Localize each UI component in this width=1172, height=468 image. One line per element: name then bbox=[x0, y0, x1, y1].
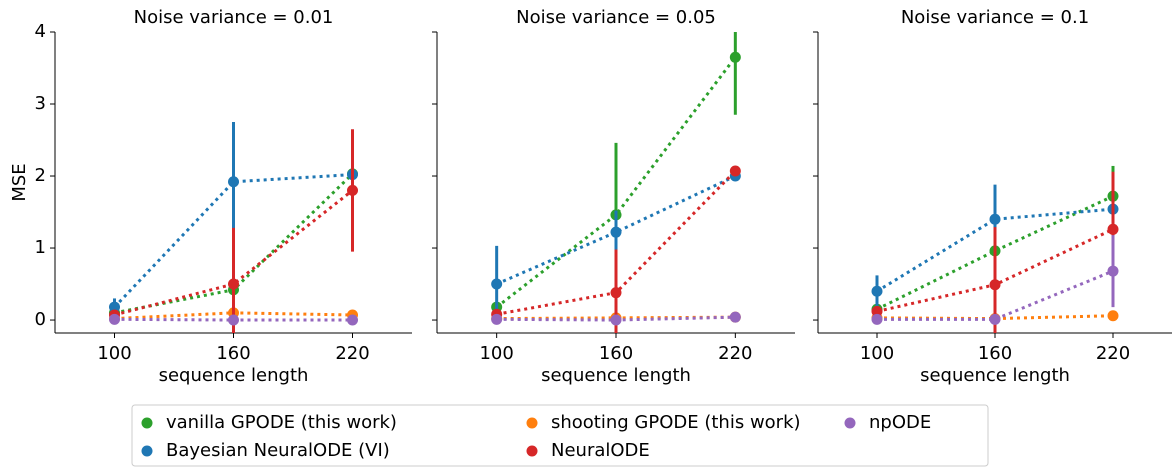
point bbox=[1107, 310, 1119, 322]
point bbox=[729, 165, 741, 177]
plot-area bbox=[109, 122, 358, 333]
y-tick-label: 1 bbox=[35, 237, 46, 258]
series-line bbox=[113, 173, 353, 309]
panel-title: Noise variance = 0.1 bbox=[901, 7, 1089, 28]
plot-area bbox=[871, 165, 1119, 333]
x-tick-label: 100 bbox=[860, 343, 894, 364]
x-tick-label: 100 bbox=[97, 343, 131, 364]
x-axis-label: sequence length bbox=[541, 365, 691, 386]
x-tick-label: 220 bbox=[335, 343, 369, 364]
point bbox=[871, 285, 883, 297]
point bbox=[989, 279, 1001, 291]
point bbox=[610, 226, 622, 238]
point bbox=[610, 287, 622, 299]
point bbox=[871, 305, 883, 317]
point bbox=[1107, 223, 1119, 235]
point bbox=[109, 313, 120, 325]
legend-label: vanilla GPODE (this work) bbox=[166, 412, 397, 433]
series-line bbox=[876, 207, 1114, 293]
legend-marker bbox=[526, 417, 538, 429]
plot-area bbox=[491, 32, 741, 333]
panel-title: Noise variance = 0.05 bbox=[516, 7, 716, 28]
series-line bbox=[876, 194, 1114, 311]
x-tick-label: 100 bbox=[479, 343, 513, 364]
legend-marker bbox=[844, 417, 856, 429]
point bbox=[989, 313, 1001, 325]
point bbox=[228, 314, 239, 326]
point bbox=[1107, 265, 1119, 277]
y-tick-label: 4 bbox=[35, 21, 46, 42]
point bbox=[729, 311, 741, 323]
legend-marker bbox=[141, 445, 153, 457]
point bbox=[491, 313, 503, 325]
series-line bbox=[876, 314, 1114, 321]
x-tick-label: 220 bbox=[1096, 343, 1130, 364]
x-axis-label: sequence length bbox=[920, 365, 1070, 386]
x-axis-label: sequence length bbox=[159, 365, 309, 386]
series-line bbox=[496, 174, 736, 286]
legend-label: npODE bbox=[869, 412, 931, 433]
legend-label: shooting GPODE (this work) bbox=[551, 412, 801, 433]
x-tick-label: 160 bbox=[978, 343, 1012, 364]
y-axis-label: MSE bbox=[9, 163, 30, 201]
series-line bbox=[495, 56, 737, 309]
point bbox=[610, 314, 622, 326]
legend-marker bbox=[141, 417, 153, 429]
y-tick-label: 0 bbox=[35, 309, 46, 330]
point bbox=[228, 278, 239, 290]
point bbox=[347, 314, 358, 326]
legend-label: Bayesian NeuralODE (VI) bbox=[166, 440, 390, 461]
legend-label: NeuralODE bbox=[551, 440, 650, 461]
x-tick-label: 220 bbox=[718, 343, 752, 364]
y-tick-label: 2 bbox=[35, 165, 46, 186]
point bbox=[109, 301, 120, 313]
point bbox=[989, 213, 1001, 225]
point bbox=[228, 176, 239, 188]
point bbox=[347, 184, 358, 196]
legend-marker bbox=[526, 445, 538, 457]
panel-title: Noise variance = 0.01 bbox=[134, 7, 334, 28]
x-tick-label: 160 bbox=[216, 343, 250, 364]
x-tick-label: 160 bbox=[599, 343, 633, 364]
y-tick-label: 3 bbox=[35, 93, 46, 114]
point bbox=[491, 278, 503, 290]
legend-box bbox=[131, 404, 989, 467]
point bbox=[871, 313, 883, 325]
point bbox=[729, 51, 741, 63]
